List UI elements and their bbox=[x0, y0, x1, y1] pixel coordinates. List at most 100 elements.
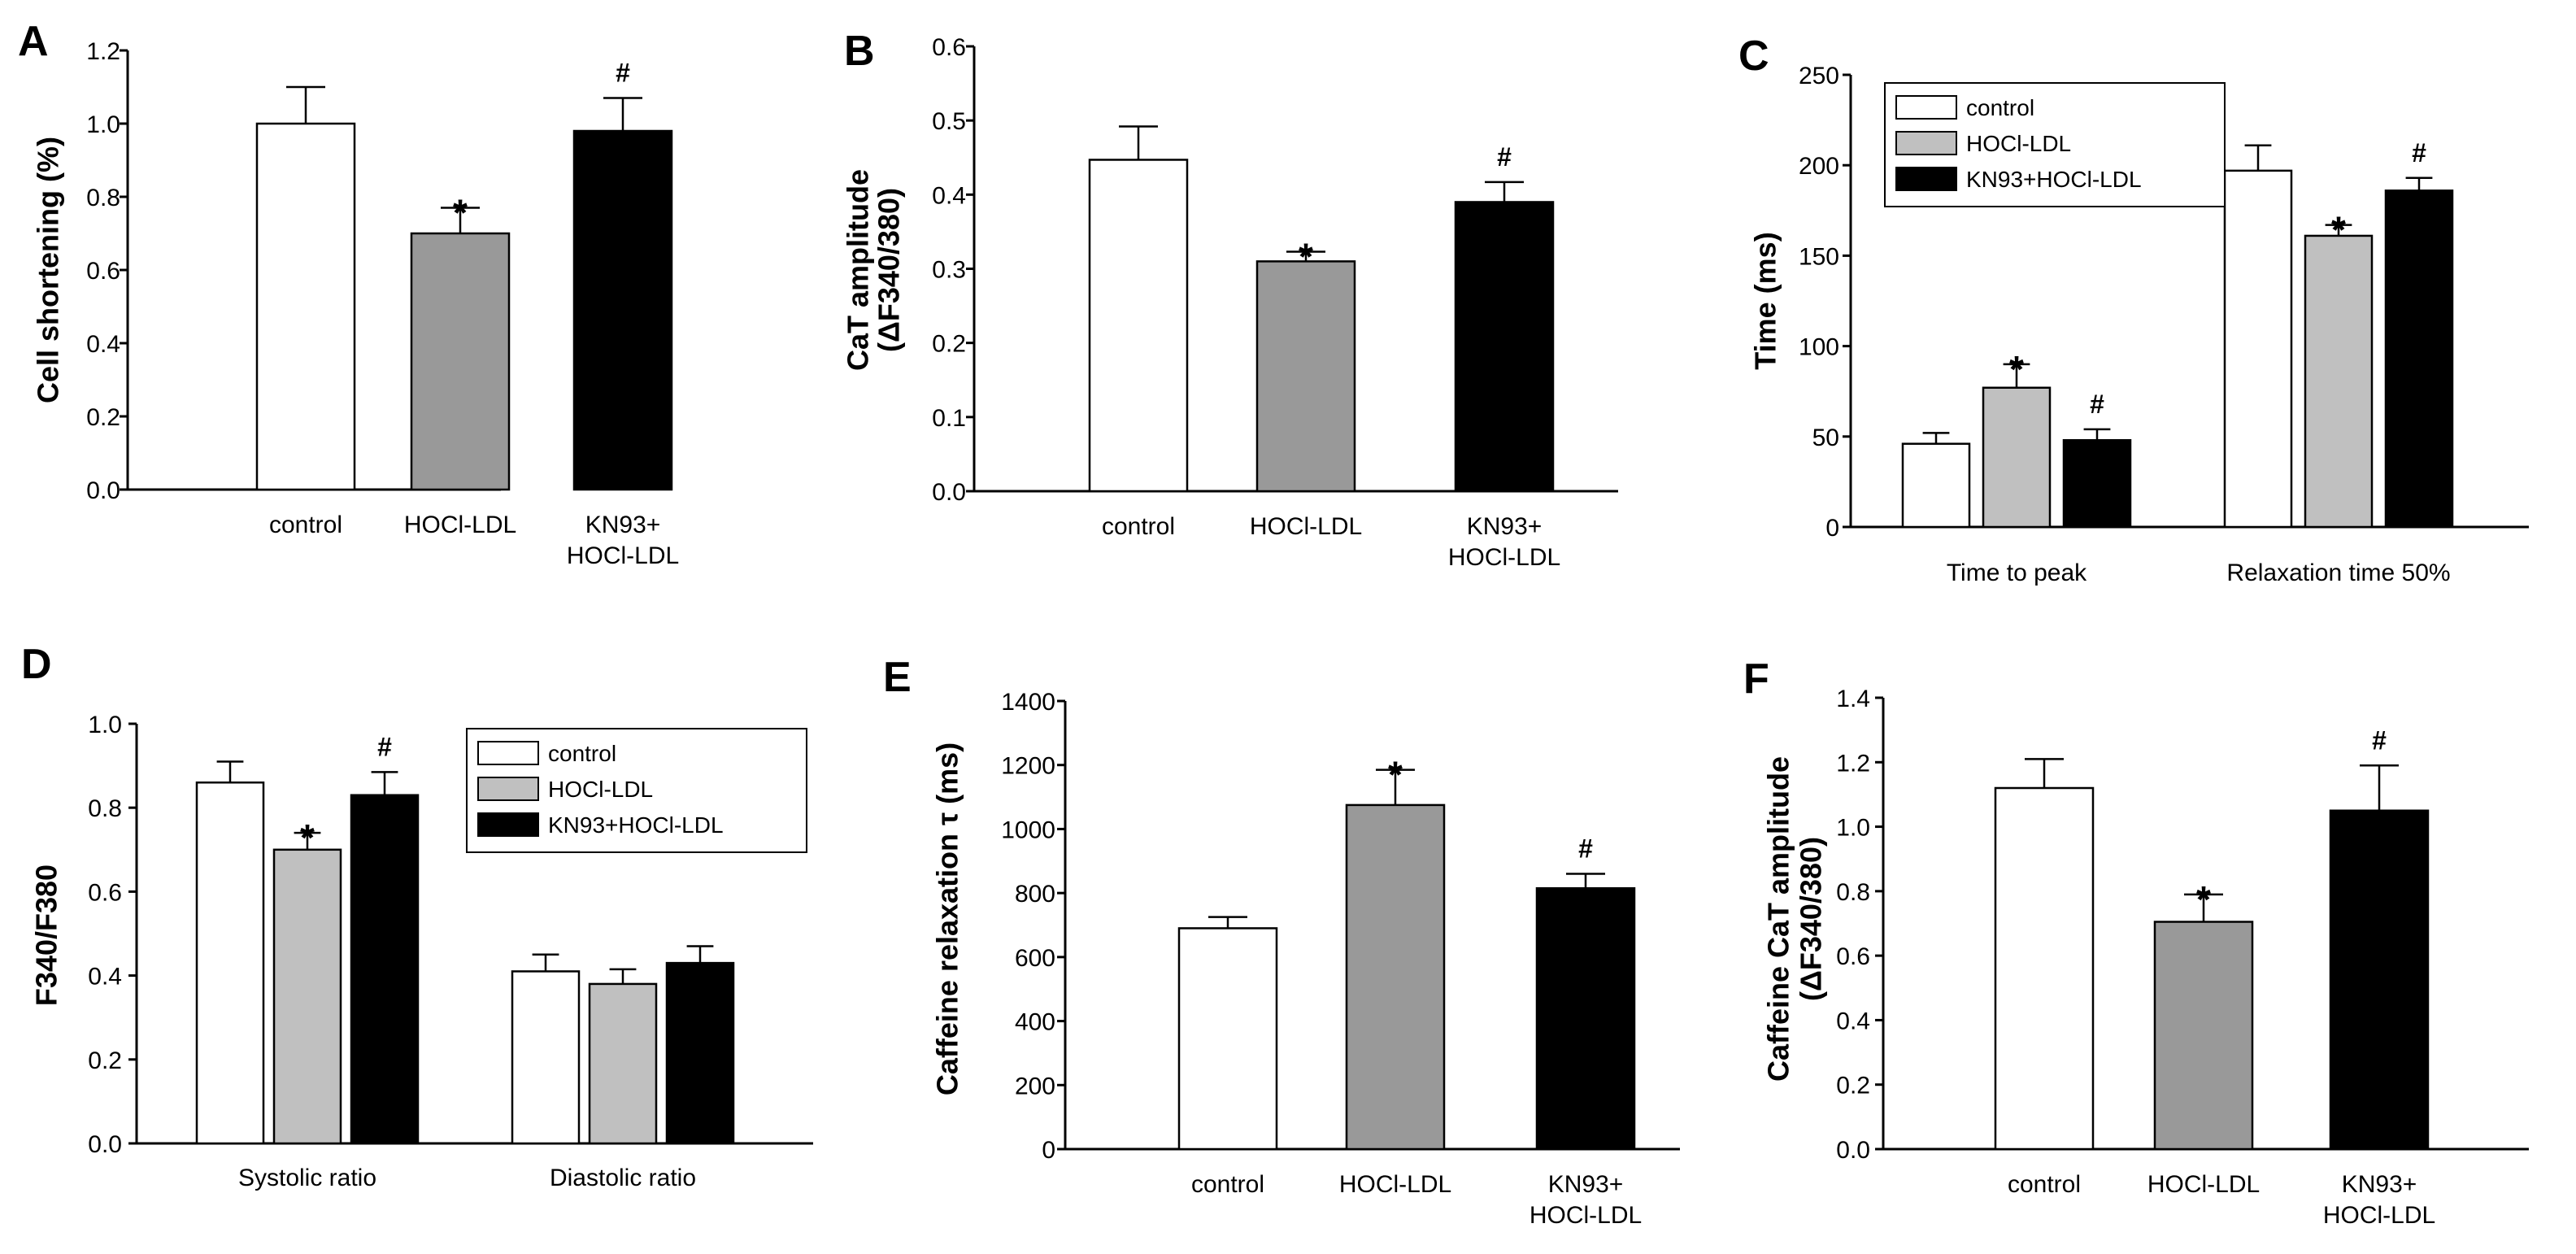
significance-star: * bbox=[2009, 348, 2024, 390]
y-tick-label: 200 bbox=[1799, 153, 1839, 180]
bar bbox=[410, 232, 511, 491]
legend-label: HOCl-LDL bbox=[1966, 131, 2071, 156]
bar bbox=[1535, 886, 1636, 1151]
bar bbox=[2223, 169, 2293, 529]
significance-hash: # bbox=[2412, 138, 2426, 168]
significance-star: * bbox=[2196, 878, 2211, 921]
y-tick-label: 1400 bbox=[1001, 689, 1055, 716]
y-tick-label: 0.6 bbox=[86, 258, 120, 285]
legend-swatch bbox=[1895, 167, 1957, 191]
panel-letter: D bbox=[21, 641, 52, 688]
bar bbox=[1255, 260, 1356, 493]
y-tick-label: 250 bbox=[1799, 63, 1839, 89]
y-tick-label: 50 bbox=[1812, 425, 1839, 451]
y-tick-label: 600 bbox=[1015, 945, 1055, 972]
bar bbox=[511, 970, 581, 1145]
y-tick-label: 0.0 bbox=[86, 477, 120, 504]
y-tick-label: 0.2 bbox=[1836, 1073, 1870, 1099]
panel-letter: C bbox=[1738, 33, 1769, 80]
significance-hash: # bbox=[1578, 834, 1593, 864]
panel-a: 0.0 0.2 0.4 0.6 0.8 1.0 1.2 Cell shortening (%)… bbox=[18, 18, 679, 569]
y-tick-label: 1.2 bbox=[86, 38, 120, 65]
bar bbox=[2062, 438, 2132, 529]
y-axis-label: Caffeine relaxation τ (ms) bbox=[931, 742, 964, 1095]
bar bbox=[2153, 921, 2254, 1151]
legend-label: KN93+HOCl-LDL bbox=[1966, 167, 2142, 192]
y-tick-label: 0.1 bbox=[932, 405, 966, 432]
y-tick-label: 0.8 bbox=[88, 795, 122, 822]
legend: control HOCl-LDL KN93+HOCl-LDL bbox=[1884, 82, 2226, 207]
bar bbox=[255, 122, 356, 491]
y-tick-label: 0.6 bbox=[1836, 943, 1870, 970]
significance-hash: # bbox=[377, 732, 392, 761]
bar bbox=[1177, 927, 1278, 1151]
x-category-label: control bbox=[1191, 1171, 1264, 1198]
legend-swatch bbox=[477, 741, 539, 765]
panel-f: 0.0 0.2 0.4 0.6 0.8 1.0 1.2 1.4 Caffeine CaT amp… bbox=[1743, 655, 2529, 1229]
x-category-label: HOCl-LDL bbox=[567, 542, 679, 569]
y-tick-label: 0 bbox=[1825, 515, 1839, 542]
significance-hash: # bbox=[616, 59, 630, 88]
y-tick-label: 0.5 bbox=[932, 108, 966, 135]
x-category-label: HOCl-LDL bbox=[1250, 513, 1362, 540]
x-group-label: Systolic ratio bbox=[238, 1165, 376, 1191]
x-category-label: KN93+ bbox=[2342, 1171, 2417, 1198]
y-tick-label: 0.0 bbox=[88, 1131, 122, 1158]
bar bbox=[588, 982, 658, 1145]
x-group-label: Relaxation time 50% bbox=[2226, 560, 2450, 586]
x-group-label: Diastolic ratio bbox=[550, 1165, 696, 1191]
bar bbox=[1982, 386, 2052, 529]
y-tick-label: 1000 bbox=[1001, 816, 1055, 843]
panel-letter: B bbox=[844, 28, 875, 75]
panel-b: 0.0 0.1 0.2 0.3 0.4 0.5 0.6 CaT amplitude(ΔF340… bbox=[842, 28, 1618, 571]
y-axis-label-unit: (ΔF340/380) bbox=[872, 188, 906, 352]
legend-swatch bbox=[477, 777, 539, 801]
legend-label: KN93+HOCl-LDL bbox=[548, 812, 724, 838]
y-axis-label-unit: (ΔF340/380) bbox=[1795, 837, 1828, 1001]
significance-star: * bbox=[300, 816, 315, 859]
bar bbox=[1901, 442, 1971, 529]
bar bbox=[572, 129, 673, 491]
y-tick-label: 0.6 bbox=[88, 879, 122, 906]
bar bbox=[1088, 159, 1189, 493]
significance-star: * bbox=[453, 192, 468, 234]
y-axis-label: F340/F380 bbox=[30, 864, 63, 1006]
bar bbox=[195, 781, 265, 1145]
panel-letter: E bbox=[883, 654, 912, 701]
y-tick-label: 0.8 bbox=[1836, 879, 1870, 906]
y-tick-label: 0.4 bbox=[86, 331, 120, 358]
y-tick-label: 0.2 bbox=[86, 404, 120, 431]
legend-swatch bbox=[1895, 95, 1957, 120]
y-tick-label: 0.2 bbox=[932, 331, 966, 358]
legend-swatch bbox=[1895, 131, 1957, 155]
y-tick-label: 0.6 bbox=[932, 34, 966, 61]
significance-hash: # bbox=[1497, 142, 1512, 172]
legend: control HOCl-LDL KN93+HOCl-LDL bbox=[466, 728, 807, 853]
legend-label: control bbox=[1966, 95, 2034, 120]
bar bbox=[1454, 201, 1555, 493]
y-tick-label: 100 bbox=[1799, 334, 1839, 361]
significance-hash: # bbox=[2372, 725, 2387, 755]
x-category-label: control bbox=[1102, 513, 1175, 540]
x-category-label: control bbox=[2008, 1171, 2081, 1198]
bar bbox=[665, 961, 735, 1145]
x-category-label: KN93+ bbox=[1548, 1171, 1624, 1198]
bar bbox=[1345, 803, 1446, 1151]
x-category-label: HOCl-LDL bbox=[2147, 1171, 2260, 1198]
x-category-label: KN93+ bbox=[1467, 513, 1543, 540]
bar bbox=[350, 794, 420, 1145]
y-tick-label: 0.4 bbox=[88, 964, 122, 991]
bar bbox=[1994, 786, 2095, 1151]
x-category-label: control bbox=[269, 512, 342, 538]
bar bbox=[2384, 189, 2454, 529]
panel-e: 0 200 400 600 800 1000 1200 1400 Caffeine relaxa… bbox=[883, 654, 1680, 1229]
y-axis-label: CaT amplitude bbox=[842, 169, 875, 371]
y-axis-label: Time (ms) bbox=[1749, 232, 1782, 369]
y-tick-label: 0.0 bbox=[932, 479, 966, 506]
significance-star: * bbox=[2331, 209, 2346, 251]
y-tick-label: 0.4 bbox=[932, 182, 966, 209]
significance-star: * bbox=[1299, 236, 1313, 278]
y-tick-label: 0.0 bbox=[1836, 1137, 1870, 1164]
y-tick-label: 1200 bbox=[1001, 753, 1055, 780]
y-tick-label: 1.0 bbox=[88, 712, 122, 738]
